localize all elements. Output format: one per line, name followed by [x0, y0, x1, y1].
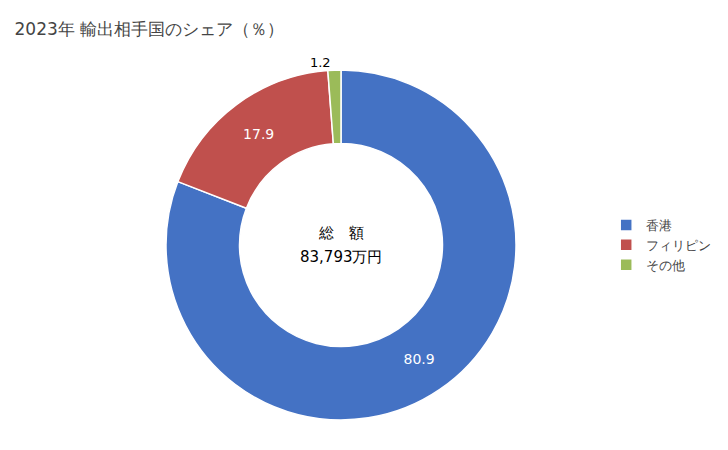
svg-text:17.9: 17.9	[243, 126, 274, 142]
svg-text:香港: 香港	[646, 218, 672, 233]
svg-text:83,793万円: 83,793万円	[300, 248, 383, 266]
svg-text:80.9: 80.9	[403, 351, 434, 367]
svg-text:2023年 輸出相手国のシェア（％）: 2023年 輸出相手国のシェア（％）	[15, 19, 285, 39]
svg-text:総 額: 総 額	[318, 224, 364, 242]
svg-text:フィリピン: フィリピン	[646, 238, 711, 253]
svg-text:1.2: 1.2	[310, 55, 331, 70]
svg-text:その他: その他	[646, 258, 685, 273]
